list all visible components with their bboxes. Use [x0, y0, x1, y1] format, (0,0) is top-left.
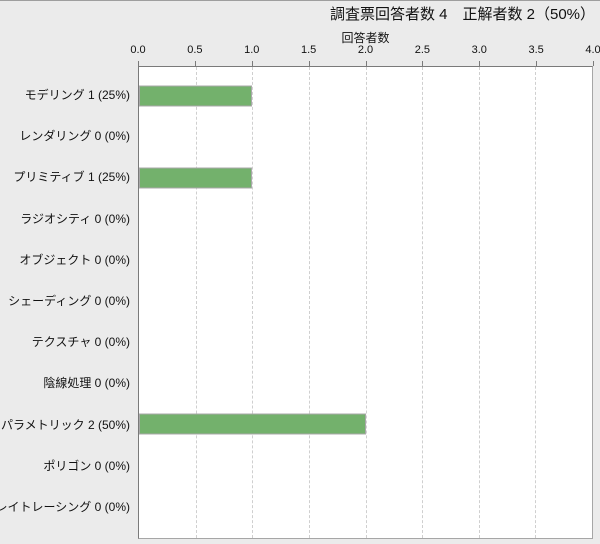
category-label: 陰線処理 0 (0%) [43, 376, 130, 391]
bar-row [139, 485, 592, 526]
value-axis-title: 回答者数 [341, 31, 390, 45]
chart-title: 調査票回答者数 4 正解者数 2（50%） [329, 6, 595, 23]
gridline [308, 67, 310, 538]
category-label: モデリング 1 (25%) [24, 88, 130, 103]
value-axis-tick-mark [479, 61, 481, 66]
value-axis-tick-label: 2.0 [357, 44, 374, 56]
category-label: ポリゴン 0 (0%) [43, 458, 130, 473]
category-label: レイトレーシング 0 (0%) [0, 499, 130, 514]
bar-row [139, 362, 592, 403]
value-axis-tick-mark [308, 61, 310, 66]
bar [139, 413, 366, 434]
bar-row [139, 444, 592, 485]
bar-row [139, 280, 592, 321]
value-axis-tick-mark [422, 61, 424, 66]
gridline [535, 67, 537, 538]
bar-row [139, 75, 592, 116]
category-label: シェーディング 0 (0%) [8, 294, 130, 309]
bar-rows [139, 67, 592, 538]
value-axis-tick-mark [593, 61, 594, 66]
bar [139, 167, 253, 188]
value-axis-tick-label: 3.0 [471, 44, 487, 56]
bar-row [139, 321, 592, 362]
category-label: テクスチャ 0 (0%) [31, 335, 130, 350]
bar-row [139, 198, 592, 239]
plot-area [138, 66, 593, 539]
category-label: レンダリング 0 (0%) [19, 129, 130, 144]
bar-row [139, 239, 592, 280]
bar-row [139, 116, 592, 157]
category-label: オブジェクト 0 (0%) [19, 252, 130, 267]
category-label: ラジオシティ 0 (0%) [20, 211, 130, 226]
gridline [195, 67, 197, 538]
bar-row [139, 403, 592, 444]
category-axis-labels: モデリング 1 (25%) レンダリング 0 (0%) プリミティブ 1 (25%)… [0, 66, 130, 539]
bar [139, 85, 253, 106]
value-axis-tick-mark [138, 61, 139, 66]
bar-row [139, 157, 592, 198]
value-axis-tick-label: 0.5 [187, 44, 203, 56]
value-axis-tick-mark [365, 61, 367, 66]
value-axis-tick-label: 0.0 [130, 44, 146, 56]
value-axis-tick-label: 3.5 [528, 44, 544, 56]
category-label: プリミティブ 1 (25%) [13, 170, 130, 185]
gridline [252, 67, 254, 538]
gridline [365, 67, 367, 538]
gridline [422, 67, 424, 538]
value-axis-tick-mark [251, 61, 253, 66]
value-axis-tick-label: 1.0 [244, 44, 260, 56]
value-axis-tick-label: 2.5 [414, 44, 431, 56]
value-axis-tick-label: 4.0 [585, 44, 600, 56]
category-label: パラメトリック 2 (50%) [1, 417, 130, 432]
gridline [478, 67, 480, 538]
value-axis-tick-mark [536, 61, 538, 66]
value-axis-tick-label: 1.5 [300, 44, 317, 56]
value-axis-tick-mark [194, 61, 196, 66]
